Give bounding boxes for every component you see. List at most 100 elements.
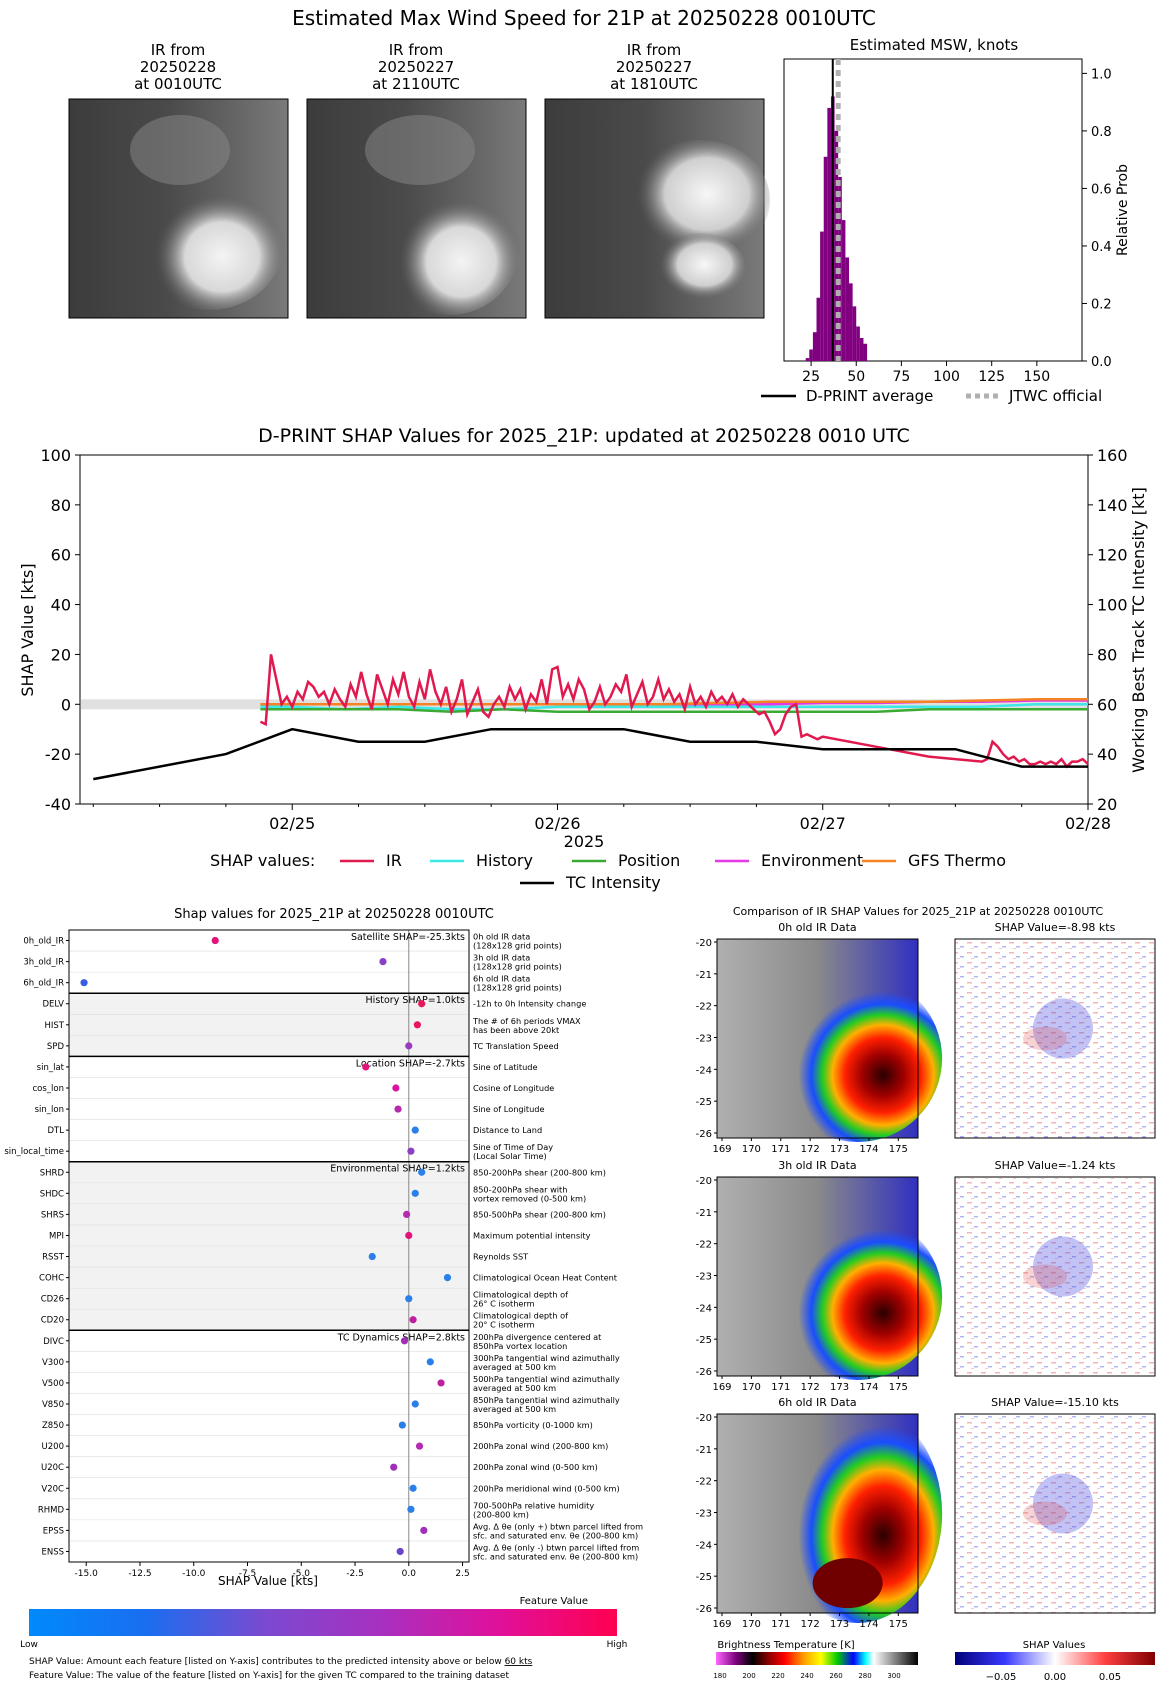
cmp-shap-blob <box>1023 1501 1067 1526</box>
feature-dot-3h_old_IR <box>379 958 387 966</box>
cmp-xtick-label: 173 <box>830 1144 849 1155</box>
feature-name: V850 <box>42 1400 64 1410</box>
ts-ytick-label: 40 <box>51 596 71 615</box>
feature-desc: (128x128 grid points) <box>473 983 562 993</box>
feature-desc: 3h old IR data <box>473 953 530 963</box>
feature-name: SHRD <box>40 1168 65 1178</box>
ir-thumb-2-line1: IR from <box>627 41 682 59</box>
bt-colorbar-label: Brightness Temperature [K] <box>717 1640 854 1651</box>
msw-histogram: Estimated MSW, knots 25 50 75 100 125 150 0.0 0… <box>761 36 1131 405</box>
ts-xtick-label: 02/25 <box>269 814 315 833</box>
msw-ylabel: Relative Prob <box>1115 164 1131 256</box>
feature-desc: -12h to 0h Intensity change <box>473 999 586 1009</box>
cmp-ytick-label: -25 <box>696 1335 712 1346</box>
shap-tick-label: 0.00 <box>1044 1672 1066 1683</box>
feature-dot-V500 <box>437 1379 445 1387</box>
figure-title: Estimated Max Wind Speed for 21P at 2025… <box>292 6 876 30</box>
feature-group-label: Satellite SHAP=-25.3kts <box>351 932 465 943</box>
feature-name: cos_lon <box>32 1084 64 1094</box>
cmp-shap-map <box>955 939 1155 1138</box>
cmp-xtick-label: 174 <box>859 1382 878 1393</box>
feature-desc: 850-200hPa shear with <box>473 1184 567 1194</box>
ir-thumb-2-line2: 20250227 <box>616 58 692 76</box>
feature-desc: Climatological depth of <box>473 1311 569 1321</box>
gfs-thermo-series <box>260 698 1088 706</box>
ir-thumb-1-line3: at 2110UTC <box>372 75 460 93</box>
cmp-xtick-label: 172 <box>801 1619 820 1630</box>
cmp-xtick-label: 170 <box>742 1144 761 1155</box>
feature-desc: The # of 6h periods VMAX <box>472 1016 581 1026</box>
feature-xtick-label: 2.5 <box>455 1569 469 1579</box>
ts-ytick-label: 60 <box>51 546 71 565</box>
cmp-ytick-label: -24 <box>696 1303 712 1314</box>
msw-ytick-label: 1.0 <box>1091 67 1112 82</box>
cmp-xtick-label: 174 <box>859 1619 878 1630</box>
cmp-ytick-label: -25 <box>696 1097 712 1108</box>
bt-tick-label: 180 <box>713 1672 726 1680</box>
ir-thumb-2-line3: at 1810UTC <box>610 75 698 93</box>
feature-desc: Sine of Latitude <box>473 1062 538 1072</box>
ts-ytick-label: -40 <box>45 795 71 814</box>
feature-desc: 200hPa zonal wind (200-800 km) <box>473 1441 608 1451</box>
feature-desc: Avg. Δ θe (only -) btwn parcel lifted fr… <box>473 1542 639 1552</box>
feature-desc: Climatological Ocean Heat Content <box>473 1273 618 1283</box>
feature-dot-CD26 <box>405 1295 413 1303</box>
feat-title: Shap values for 2025_21P at 20250228 001… <box>174 907 494 922</box>
feature-desc: 200hPa meridional wind (0-500 km) <box>473 1483 620 1493</box>
feature-name: U200 <box>42 1442 64 1452</box>
cmp-ytick-label: -26 <box>696 1367 712 1378</box>
cmp-xtick-label: 169 <box>712 1144 731 1155</box>
feature-desc: 850-500hPa shear (200-800 km) <box>473 1209 606 1219</box>
feature-desc: 500hPa tangential wind azimuthally <box>473 1374 620 1384</box>
feature-group-label: Location SHAP=-2.7kts <box>356 1058 465 1069</box>
cmp-ir-storm <box>773 1212 943 1380</box>
feature-name: RSST <box>42 1253 65 1263</box>
cmp-ir-axes <box>716 938 919 1139</box>
feature-name: 3h_old_IR <box>23 958 64 968</box>
bt-tick-label: 200 <box>742 1672 755 1680</box>
feature-desc: Distance to Land <box>473 1125 542 1135</box>
cmp-xtick-label: 173 <box>830 1382 849 1393</box>
cmp-ytick-label: -20 <box>696 1413 712 1424</box>
ts-xlabel: 2025 <box>564 832 605 851</box>
feature-xtick-label: 0.0 <box>402 1569 417 1579</box>
feature-dot-EPSS <box>420 1526 428 1534</box>
cmp-xtick-label: 175 <box>889 1619 908 1630</box>
shap-tick-label: 0.05 <box>1099 1672 1121 1683</box>
msw-axes <box>783 58 1083 362</box>
msw-ytick-label: 0.2 <box>1091 297 1112 312</box>
msw-bar <box>841 220 846 361</box>
msw-xtick-label: 150 <box>1023 369 1050 385</box>
legend-dprint-label: D-PRINT average <box>806 387 933 405</box>
cmp-ytick-label: -24 <box>696 1065 712 1076</box>
ts-legend-title: SHAP values: <box>210 851 315 870</box>
feature-dot-cos_lon <box>392 1084 400 1092</box>
msw-bar <box>859 337 864 361</box>
feature-desc: Avg. Δ θe (only +) btwn parcel lifted fr… <box>473 1521 643 1531</box>
feature-xtick-label: -5.0 <box>292 1569 310 1579</box>
ts-ytick-label: 80 <box>51 496 71 515</box>
cmp-shap-blob <box>1033 998 1093 1059</box>
msw-ytick-label: 0.6 <box>1091 182 1112 197</box>
feature-desc: 300hPa tangential wind azimuthally <box>473 1353 620 1363</box>
shap-colorbar <box>955 1652 1155 1665</box>
cmp-shap-axes <box>954 938 1156 1139</box>
msw-bar <box>849 283 853 361</box>
colorbar-note2: Feature Value: The value of the feature … <box>29 1671 509 1681</box>
shap-timeseries: D-PRINT SHAP Values for 2025_21P: update… <box>18 425 1148 892</box>
ts-y2tick-label: 160 <box>1097 446 1128 465</box>
cmp-ir-title: 6h old IR Data <box>778 1396 856 1409</box>
ir-thumb-1-line1: IR from <box>389 41 444 59</box>
msw-bar <box>809 349 813 361</box>
cmp-ir-storm <box>773 1404 943 1623</box>
bt-tick-label: 280 <box>858 1672 871 1680</box>
ts-legend-label: History <box>476 851 533 870</box>
ts-y2tick-label: 60 <box>1097 695 1117 714</box>
feature-name: DELV <box>42 1000 64 1010</box>
feature-dot-U20C <box>390 1463 398 1471</box>
ir-thumb-0-line1: IR from <box>151 41 206 59</box>
msw-bar <box>820 231 824 361</box>
bt-colorbar <box>716 1652 918 1665</box>
feature-desc: 850hPa vorticity (0-1000 km) <box>473 1420 593 1430</box>
cmp-ytick-label: -21 <box>696 970 712 981</box>
